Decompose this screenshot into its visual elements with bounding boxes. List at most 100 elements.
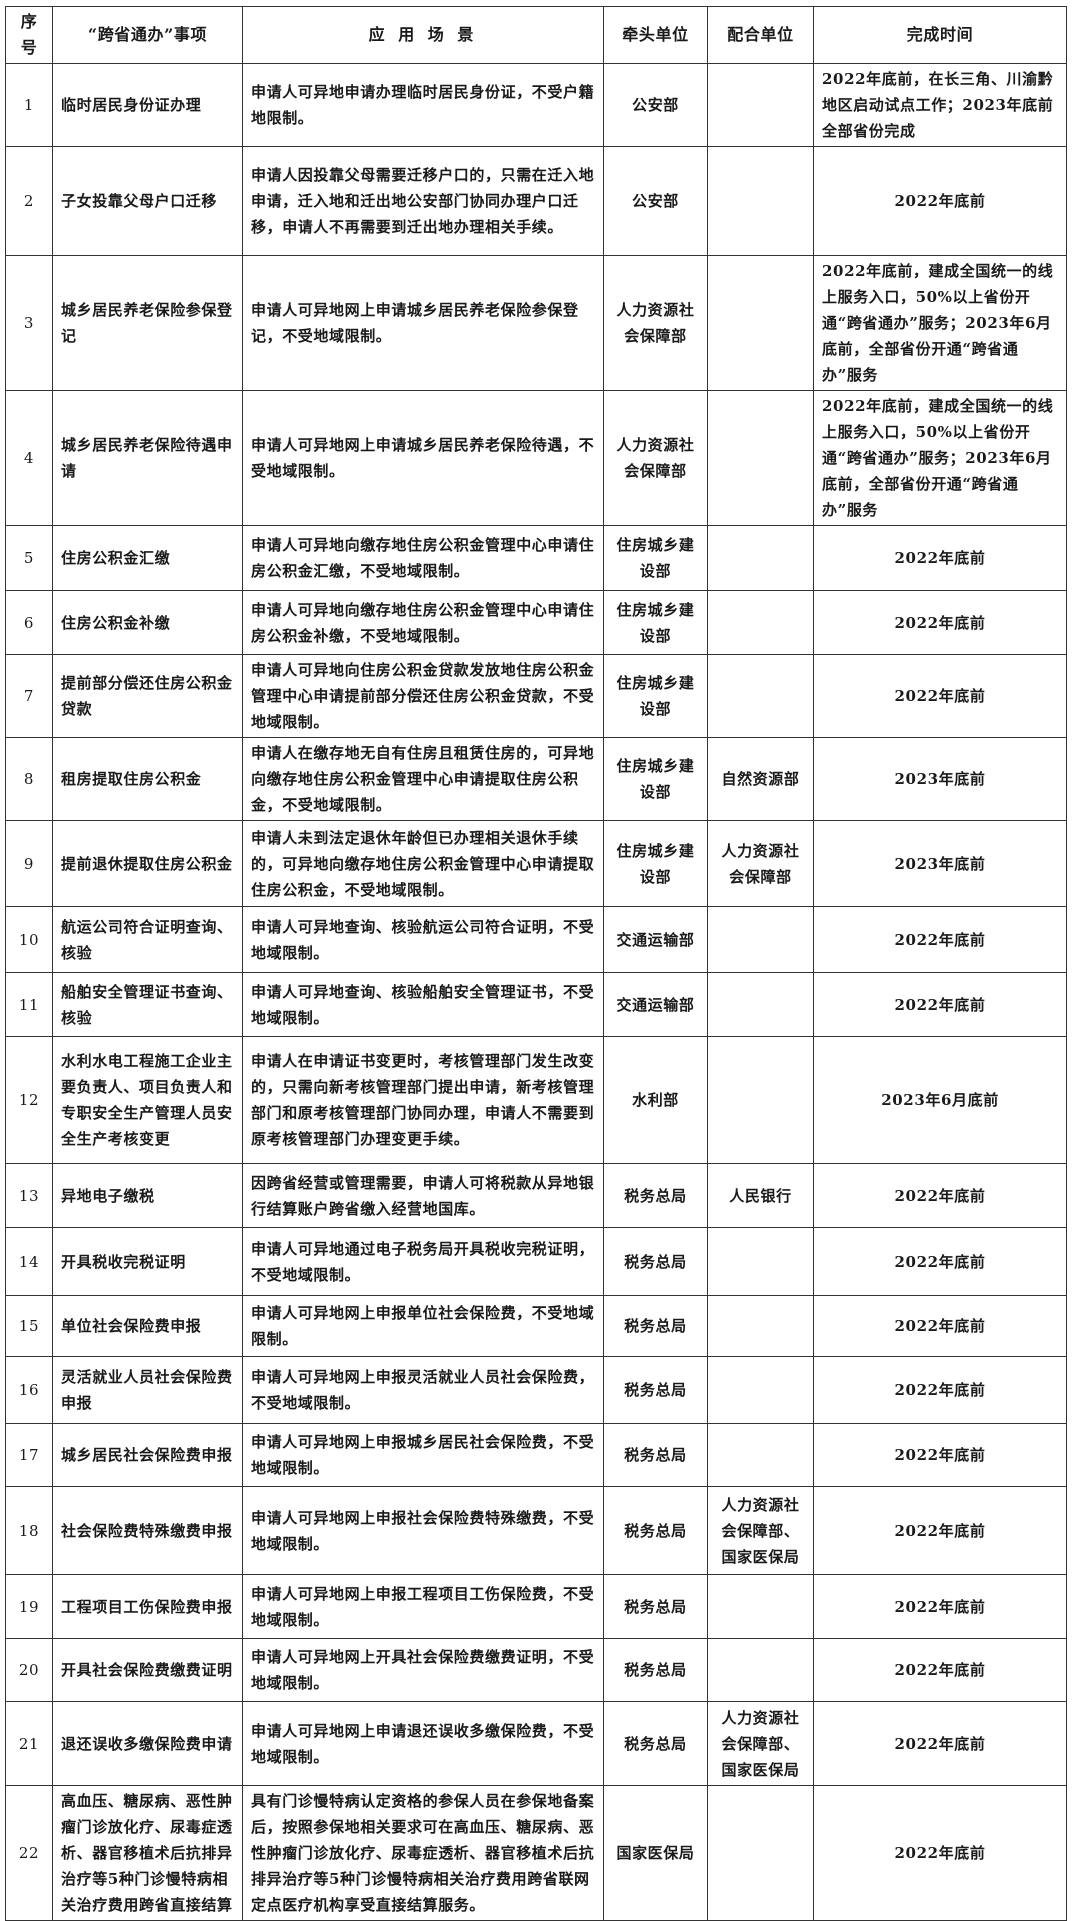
table-row: 10 航运公司符合证明查询、核验 申请人可异地查询、核验航运公司符合证明，不受地域限… (5, 906, 1067, 973)
item-name: 开具税收完税证明 (52, 1227, 243, 1296)
lead-unit: 税务总局 (603, 1163, 708, 1228)
table-row: 6 住房公积金补缴 申请人可异地向缴存地住房公积金管理中心申请住房公积金补缴，不受地… (5, 590, 1067, 655)
coop-unit (707, 1423, 814, 1487)
scenario: 申请人因投靠父母需要迁移户口的，只需在迁入地申请，迁入地和迁出地公安部门协同办理… (242, 146, 604, 256)
completion-time: 2022年底前 (813, 1163, 1067, 1228)
scenario: 申请人可异地查询、核验航运公司符合证明，不受地域限制。 (242, 906, 604, 973)
coop-unit (707, 1638, 814, 1702)
row-number: 21 (5, 1701, 53, 1786)
header-time: 完成时间 (813, 6, 1067, 64)
row-number: 7 (5, 654, 53, 738)
table-row: 18 社会保险费特殊缴费申报 申请人可异地网上申报社会保险费特殊缴费，不受地域限制。… (5, 1486, 1067, 1575)
scenario: 申请人可异地网上申请城乡居民养老保险参保登记，不受地域限制。 (242, 255, 604, 391)
table-row: 5 住房公积金汇缴 申请人可异地向缴存地住房公积金管理中心申请住房公积金汇缴，不受地… (5, 525, 1067, 591)
coop-unit (707, 146, 814, 256)
item-name: 开具社会保险费缴费证明 (52, 1638, 243, 1702)
row-number: 6 (5, 590, 53, 655)
item-name: 住房公积金补缴 (52, 590, 243, 655)
table-row: 8 租房提取住房公积金 申请人在缴存地无自有住房且租赁住房的，可异地向缴存地住房公积… (5, 737, 1067, 821)
lead-unit: 人力资源社会保障部 (603, 390, 708, 526)
coop-unit (707, 590, 814, 655)
scenario: 申请人可异地向缴存地住房公积金管理中心申请住房公积金补缴，不受地域限制。 (242, 590, 604, 655)
header-lead: 牵头单位 (603, 6, 708, 64)
table-row: 15 单位社会保险费申报 申请人可异地网上申报单位社会保险费，不受地域限制。 税务总局… (5, 1295, 1067, 1357)
coop-unit (707, 525, 814, 591)
table-row: 21 退还误收多缴保险费申请 申请人可异地网上申请退还误收多缴保险费，不受地域限制。… (5, 1701, 1067, 1786)
table-row: 3 城乡居民养老保险参保登记 申请人可异地网上申请城乡居民养老保险参保登记，不受地域… (5, 255, 1067, 391)
scenario: 申请人可异地向住房公积金贷款发放地住房公积金管理中心申请提前部分偿还住房公积金贷… (242, 654, 604, 738)
lead-unit: 住房城乡建设部 (603, 590, 708, 655)
row-number: 12 (5, 1036, 53, 1164)
lead-unit: 交通运输部 (603, 906, 708, 973)
row-number: 14 (5, 1227, 53, 1296)
row-number: 19 (5, 1574, 53, 1639)
row-number: 15 (5, 1295, 53, 1357)
item-name: 航运公司符合证明查询、核验 (52, 906, 243, 973)
scenario: 申请人可异地网上开具社会保险费缴费证明，不受地域限制。 (242, 1638, 604, 1702)
lead-unit: 税务总局 (603, 1295, 708, 1357)
header-row: 序号 “跨省通办”事项 应 用 场 景 牵头单位 配合单位 完成时间 (5, 6, 1067, 64)
item-name: 临时居民身份证办理 (52, 63, 243, 147)
completion-time: 2022年底前 (813, 525, 1067, 591)
row-number: 16 (5, 1356, 53, 1424)
row-number: 13 (5, 1163, 53, 1228)
completion-time: 2022年底前 (813, 1423, 1067, 1487)
scenario: 申请人在缴存地无自有住房且租赁住房的，可异地向缴存地住房公积金管理中心申请提取住… (242, 737, 604, 821)
coop-unit (707, 654, 814, 738)
header-coop: 配合单位 (707, 6, 814, 64)
item-name: 城乡居民养老保险参保登记 (52, 255, 243, 391)
scenario: 申请人在申请证书变更时，考核管理部门发生改变的，只需向新考核管理部门提出申请，新… (242, 1036, 604, 1164)
scenario: 申请人可异地网上申报城乡居民社会保险费，不受地域限制。 (242, 1423, 604, 1487)
completion-time: 2022年底前，建成全国统一的线上服务入口，50%以上省份开通“跨省通办”服务；… (813, 390, 1067, 526)
lead-unit: 税务总局 (603, 1638, 708, 1702)
table-row: 19 工程项目工伤保险费申报 申请人可异地网上申报工程项目工伤保险费，不受地域限制。… (5, 1574, 1067, 1639)
completion-time: 2022年底前 (813, 906, 1067, 973)
item-name: 城乡居民社会保险费申报 (52, 1423, 243, 1487)
row-number: 17 (5, 1423, 53, 1487)
lead-unit: 税务总局 (603, 1486, 708, 1575)
completion-time: 2022年底前 (813, 1227, 1067, 1296)
item-name: 水利水电工程施工企业主要负责人、项目负责人和专职安全生产管理人员安全生产考核变更 (52, 1036, 243, 1164)
scenario: 申请人可异地网上申报单位社会保险费，不受地域限制。 (242, 1295, 604, 1357)
coop-unit (707, 1227, 814, 1296)
scenario: 申请人可异地网上申请城乡居民养老保险待遇，不受地域限制。 (242, 390, 604, 526)
lead-unit: 公安部 (603, 63, 708, 147)
completion-time: 2022年底前 (813, 1701, 1067, 1786)
coop-unit: 人力资源社会保障部、国家医保局 (707, 1486, 814, 1575)
coop-unit (707, 1036, 814, 1164)
table-row: 7 提前部分偿还住房公积金贷款 申请人可异地向住房公积金贷款发放地住房公积金管理中心… (5, 654, 1067, 738)
scenario: 因跨省经营或管理需要，申请人可将税款从异地银行结算账户跨省缴入经营地国库。 (242, 1163, 604, 1228)
lead-unit: 税务总局 (603, 1227, 708, 1296)
item-name: 异地电子缴税 (52, 1163, 243, 1228)
lead-unit: 住房城乡建设部 (603, 654, 708, 738)
row-number: 4 (5, 390, 53, 526)
header-seq: 序号 (5, 6, 53, 64)
coop-unit: 人力资源社会保障部 (707, 820, 814, 907)
row-number: 22 (5, 1785, 53, 1921)
coop-unit: 人民银行 (707, 1163, 814, 1228)
lead-unit: 交通运输部 (603, 972, 708, 1037)
item-name: 单位社会保险费申报 (52, 1295, 243, 1357)
coop-unit (707, 390, 814, 526)
item-name: 提前部分偿还住房公积金贷款 (52, 654, 243, 738)
coop-unit (707, 1295, 814, 1357)
completion-time: 2022年底前 (813, 590, 1067, 655)
lead-unit: 税务总局 (603, 1701, 708, 1786)
table-row: 4 城乡居民养老保险待遇申请 申请人可异地网上申请城乡居民养老保险待遇，不受地域限制… (5, 390, 1067, 526)
completion-time: 2022年底前，在长三角、川渝黔地区启动试点工作；2023年底前全部省份完成 (813, 63, 1067, 147)
lead-unit: 税务总局 (603, 1423, 708, 1487)
row-number: 3 (5, 255, 53, 391)
table-row: 2 子女投靠父母户口迁移 申请人因投靠父母需要迁移户口的，只需在迁入地申请，迁入地和… (5, 146, 1067, 256)
scenario: 申请人未到法定退休年龄但已办理相关退休手续的，可异地向缴存地住房公积金管理中心申… (242, 820, 604, 907)
completion-time: 2022年底前 (813, 1356, 1067, 1424)
coop-unit (707, 1356, 814, 1424)
coop-unit (707, 63, 814, 147)
header-item: “跨省通办”事项 (52, 6, 243, 64)
item-name: 工程项目工伤保险费申报 (52, 1574, 243, 1639)
scenario: 申请人可异地网上申请退还误收多缴保险费，不受地域限制。 (242, 1701, 604, 1786)
completion-time: 2023年6月底前 (813, 1036, 1067, 1164)
scenario: 具有门诊慢特病认定资格的参保人员在参保地备案后，按照参保地相关要求可在高血压、糖… (242, 1785, 604, 1921)
lead-unit: 人力资源社会保障部 (603, 255, 708, 391)
item-name: 灵活就业人员社会保险费申报 (52, 1356, 243, 1424)
scenario: 申请人可异地查询、核验船舶安全管理证书，不受地域限制。 (242, 972, 604, 1037)
